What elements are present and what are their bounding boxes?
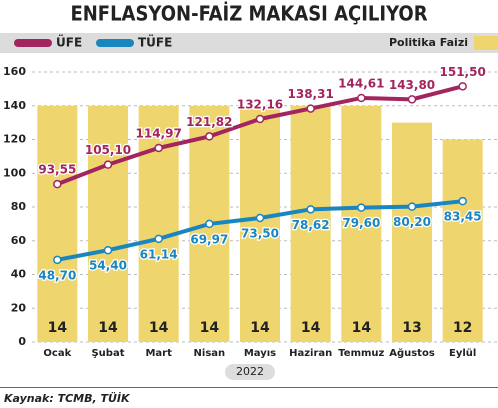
separator — [0, 387, 498, 388]
data-label: 151,50 — [440, 65, 486, 79]
point — [357, 93, 366, 103]
bar-value-label: 12 — [453, 320, 472, 336]
data-label: 73,50 — [241, 226, 279, 240]
source: Kaynak: TCMB, TÜİK — [4, 391, 131, 405]
bar-value-label: 14 — [352, 320, 372, 336]
data-label: 144,61 — [338, 76, 384, 90]
y-tick-label: 80 — [11, 200, 27, 213]
point — [255, 114, 265, 124]
data-label: 79,60 — [342, 216, 380, 230]
data-label: 54,40 — [89, 259, 127, 273]
bar-value-label: 14 — [301, 320, 321, 336]
legend-label: ÜFE — [56, 35, 82, 50]
point — [53, 255, 62, 265]
data-label: 48,70 — [38, 268, 76, 282]
data-label: 121,82 — [186, 115, 232, 129]
y-tick-label: 40 — [11, 268, 27, 281]
data-label: 132,16 — [237, 97, 283, 111]
data-label: 61,14 — [140, 247, 178, 261]
point — [154, 143, 163, 153]
y-tick-label: 140 — [3, 99, 26, 112]
point — [306, 104, 315, 113]
bar — [392, 122, 432, 342]
bar — [88, 105, 128, 342]
point — [103, 160, 113, 169]
legend-label: TÜFE — [138, 35, 172, 50]
y-tick-label: 160 — [3, 65, 26, 78]
y-tick-label: 20 — [11, 301, 27, 314]
x-tick-label: Eylül — [449, 348, 476, 359]
point — [205, 132, 214, 141]
data-label: 114,97 — [136, 126, 182, 140]
x-tick-label: Ağustos — [389, 347, 435, 359]
legend-swatch — [474, 36, 498, 50]
y-tick-label: 100 — [3, 166, 26, 179]
x-tick-label: Haziran — [289, 348, 332, 359]
x-label-pill — [225, 364, 275, 380]
data-label: 83,45 — [444, 210, 482, 224]
bar — [442, 139, 483, 342]
bar-value-label: 14 — [250, 320, 270, 336]
bar — [37, 105, 78, 342]
data-label: 93,55 — [38, 163, 76, 177]
bar — [290, 105, 331, 342]
bar — [341, 105, 382, 342]
x-tick-label: Mayıs — [244, 348, 276, 359]
data-label: 143,80 — [389, 78, 435, 92]
bar-value-label: 14 — [98, 320, 118, 336]
point — [306, 205, 315, 214]
data-label: 78,62 — [292, 218, 330, 232]
bar-value-label: 13 — [402, 320, 421, 336]
x-tick-label: Şubat — [91, 348, 124, 359]
point — [103, 245, 113, 255]
x-axis-label: 2022 — [236, 365, 264, 378]
point — [53, 179, 62, 189]
x-tick-label: Mart — [145, 348, 172, 359]
bar-value-label: 14 — [149, 320, 169, 336]
point — [357, 203, 366, 212]
bar-value-label: 14 — [48, 320, 68, 336]
point — [205, 219, 214, 229]
y-tick-label: 0 — [18, 335, 26, 348]
point — [407, 202, 417, 211]
data-label: 105,10 — [85, 143, 131, 157]
legend-label: Politika Faizi — [389, 36, 468, 49]
point — [458, 82, 467, 91]
data-label: 69,97 — [190, 232, 228, 246]
x-tick-label: Nisan — [194, 348, 226, 359]
point — [154, 234, 163, 244]
point — [407, 95, 417, 104]
legend-background — [0, 33, 498, 53]
y-tick-label: 120 — [3, 133, 26, 146]
point — [458, 196, 467, 206]
bar-value-label: 14 — [200, 320, 220, 336]
data-label: 80,20 — [393, 215, 431, 229]
x-tick-label: Ocak — [43, 348, 71, 359]
point — [255, 213, 265, 223]
bar — [240, 105, 280, 342]
bar — [138, 105, 179, 342]
x-tick-label: Temmuz — [338, 348, 384, 359]
y-tick-label: 60 — [11, 234, 27, 247]
data-label: 138,31 — [288, 87, 334, 101]
chart-title: ENFLASYON-FAİZ MAKASI AÇILIYOR — [70, 2, 427, 26]
